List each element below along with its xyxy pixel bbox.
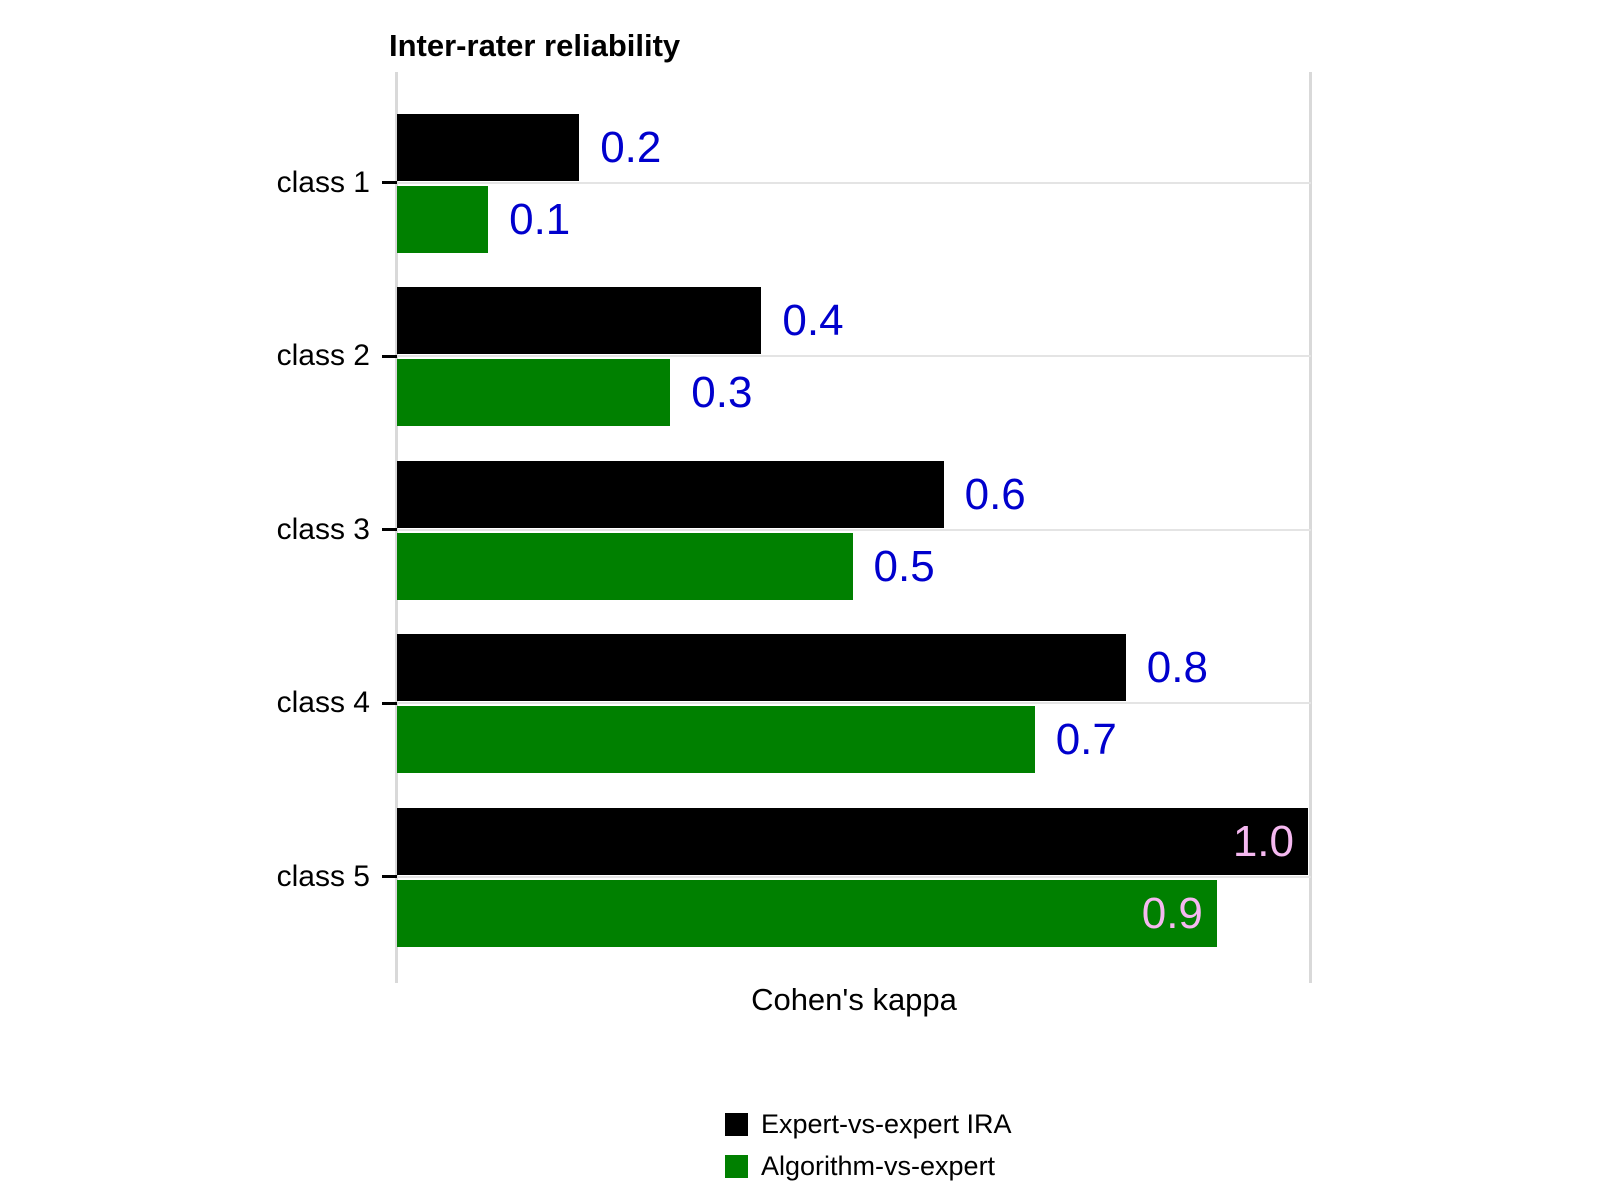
category-gridline (397, 181, 1311, 184)
bar-class-4-series-1 (397, 706, 1035, 773)
category-gridline (397, 528, 1311, 531)
value-label: 0.1 (509, 194, 571, 244)
category-label: class 5 (276, 859, 370, 893)
legend-label: Algorithm-vs-expert (761, 1151, 996, 1181)
y-axis-tick (382, 181, 397, 184)
legend-item: Expert-vs-expert IRA (725, 1109, 1012, 1140)
legend-label: Expert-vs-expert IRA (761, 1109, 1012, 1139)
bar-class-3-series-1 (397, 532, 853, 600)
bar-class-1-series-0 (397, 113, 580, 181)
category-label: class 3 (276, 512, 370, 546)
bar-class-3-series-0 (397, 460, 944, 528)
legend-item: Algorithm-vs-expert (725, 1151, 1012, 1182)
category-label: class 1 (276, 165, 370, 199)
category-gridline (397, 875, 1311, 878)
category-label: class 4 (276, 686, 370, 719)
value-label: 0.7 (1055, 715, 1117, 764)
y-axis-tick (382, 354, 397, 358)
value-label: 0.5 (873, 541, 935, 591)
value-label: 0.6 (964, 469, 1026, 519)
value-label: 0.4 (782, 296, 844, 345)
x-axis-title: Cohen's kappa (751, 982, 957, 1017)
legend-swatch (725, 1113, 748, 1136)
bar-class-5-series-0 (397, 807, 1308, 875)
value-label: 1.0 (1232, 816, 1294, 866)
value-label: 0.9 (1141, 888, 1203, 938)
y-axis-tick (382, 528, 397, 531)
bar-class-2-series-1 (397, 359, 671, 426)
bar-class-4-series-0 (397, 634, 1126, 701)
y-axis-tick (382, 875, 397, 878)
value-label: 0.2 (600, 122, 662, 172)
value-label: 0.8 (1146, 643, 1208, 692)
bar-class-2-series-0 (397, 287, 762, 354)
plot-right-border (1309, 72, 1312, 983)
chart-title: Inter-rater reliability (389, 28, 681, 63)
bar-class-1-series-1 (397, 185, 489, 253)
category-gridline (397, 702, 1311, 704)
legend: Expert-vs-expert IRA Algorithm-vs-expert (725, 1109, 1012, 1193)
bar-class-5-series-1 (397, 879, 1217, 947)
value-label: 0.3 (691, 368, 753, 417)
category-gridline (397, 355, 1311, 357)
y-axis-tick (382, 701, 397, 705)
category-label: class 2 (276, 339, 370, 372)
legend-swatch (725, 1155, 748, 1178)
y-axis-line (395, 72, 398, 983)
